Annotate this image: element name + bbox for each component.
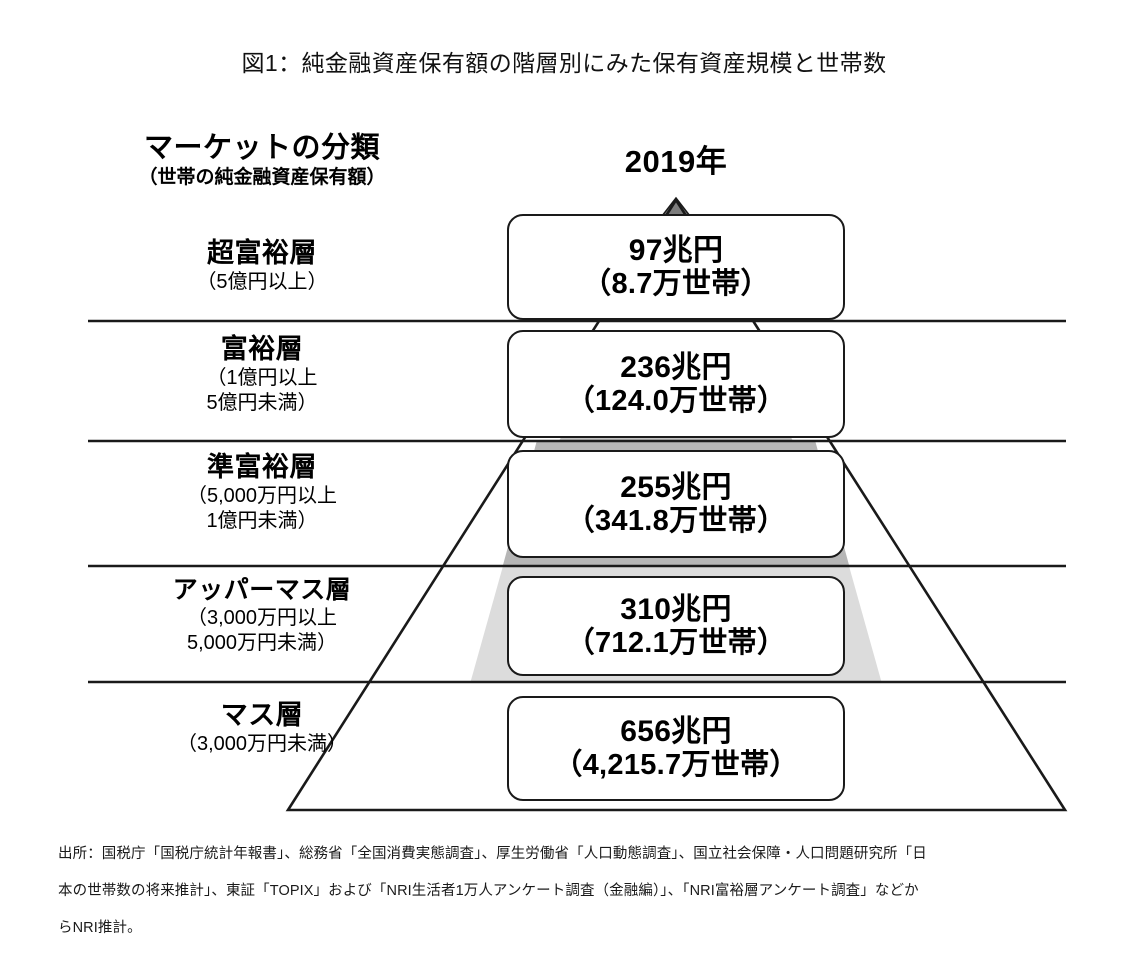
figure-title: 図1：純金融資産保有額の階層別にみた保有資産規模と世帯数 <box>241 50 887 76</box>
source-line-2: 本の世帯数の将来推計」、東証「TOPIX」および「NRI生活者1万人アンケート調… <box>58 882 919 899</box>
value-amount-5: 656兆円 <box>620 715 732 749</box>
value-box-5: 656兆円 （4,215.7万世帯） <box>507 696 845 801</box>
value-amount-2: 236兆円 <box>620 350 732 384</box>
tier-range-3: （5,000万円以上 1億円未満） <box>62 484 462 534</box>
legend-heading: マーケットの分類 <box>143 132 380 164</box>
legend-subheading: （世帯の純金融資産保有額） <box>138 167 386 189</box>
tier-range-2-line-2: 5億円未満） <box>206 392 318 415</box>
value-box-1: 97兆円 （8.7万世帯） <box>507 214 845 320</box>
value-box-4: 310兆円 （712.1万世帯） <box>507 576 845 676</box>
value-amount-1: 97兆円 <box>628 233 724 267</box>
tier-range-4-line-2: 5,000万円未満） <box>186 631 338 654</box>
legend-heading-block: マーケットの分類 （世帯の純金融資産保有額） <box>62 132 462 190</box>
tier-label-2: 富裕層 （1億円以上 5億円未満） <box>62 334 462 416</box>
tier-range-4-line-1: （3,000万円以上 <box>186 606 338 629</box>
tier-label-1: 超富裕層 （5億円以上） <box>62 238 462 295</box>
value-households-4: （712.1万世帯） <box>565 626 787 659</box>
tier-range-3-line-1: （5,000万円以上 <box>186 485 338 508</box>
pyramid-outline <box>285 197 1068 812</box>
value-households-2: （124.0万世帯） <box>565 384 787 417</box>
tier-label-4: アッパーマス層 （3,000万円以上 5,000万円未満） <box>62 576 462 656</box>
tier-name-2: 富裕層 <box>220 334 304 364</box>
tier-range-3-line-2: 1億円未満） <box>206 510 318 533</box>
value-households-3: （341.8万世帯） <box>565 504 787 537</box>
tier-name-5: マス層 <box>220 700 304 730</box>
tier-range-5-line-1: （3,000万円未満） <box>176 733 348 756</box>
tier-name-4: アッパーマス層 <box>172 576 352 604</box>
value-households-1: （8.7万世帯） <box>582 267 770 300</box>
source-line-3: らNRI推計。 <box>58 919 142 936</box>
tier-range-1-line-1: （5億円以上） <box>196 271 328 294</box>
year-header: 2019年 <box>624 144 728 179</box>
value-box-2: 236兆円 （124.0万世帯） <box>507 330 845 438</box>
source-note: 出所：国税庁「国税庁統計年報書」、総務省「全国消費実態調査」、厚生労働省「人口動… <box>58 836 1078 947</box>
tier-label-5: マス層 （3,000万円未満） <box>62 700 462 757</box>
tier-range-4: （3,000万円以上 5,000万円未満） <box>62 606 462 656</box>
tier-range-5: （3,000万円未満） <box>62 732 462 757</box>
value-households-5: （4,215.7万世帯） <box>553 749 799 782</box>
tier-name-1: 超富裕層 <box>207 238 317 268</box>
tier-range-2: （1億円以上 5億円未満） <box>62 366 462 416</box>
value-amount-3: 255兆円 <box>620 470 732 504</box>
tier-name-3: 準富裕層 <box>207 452 317 482</box>
value-amount-4: 310兆円 <box>620 592 732 626</box>
tier-range-2-line-1: （1億円以上 <box>206 367 318 390</box>
value-box-3: 255兆円 （341.8万世帯） <box>507 450 845 558</box>
tier-range-1: （5億円以上） <box>62 270 462 295</box>
tier-label-3: 準富裕層 （5,000万円以上 1億円未満） <box>62 452 462 534</box>
source-line-1: 出所：国税庁「国税庁統計年報書」、総務省「全国消費実態調査」、厚生労働省「人口動… <box>58 846 927 862</box>
